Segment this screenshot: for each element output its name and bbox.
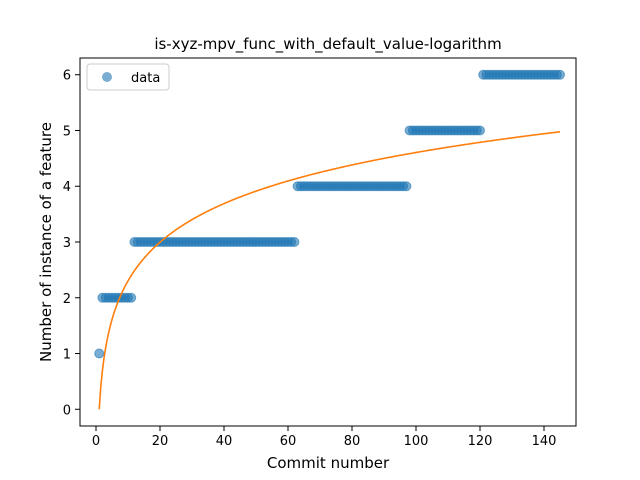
data-point <box>402 182 411 191</box>
y-tick-label: 0 <box>63 403 71 418</box>
data-point <box>127 293 136 302</box>
x-tick-label: 100 <box>404 434 429 449</box>
legend-marker <box>102 72 112 82</box>
y-tick-label: 5 <box>63 124 71 139</box>
x-tick-label: 60 <box>280 434 297 449</box>
data-point <box>95 349 104 358</box>
x-axis-label: Commit number <box>267 454 390 472</box>
x-tick-label: 120 <box>468 434 493 449</box>
x-tick-label: 0 <box>92 434 100 449</box>
x-tick-label: 20 <box>152 434 169 449</box>
y-axis-label: Number of instance of a feature <box>37 122 55 362</box>
x-tick-label: 40 <box>216 434 233 449</box>
chart-title: is-xyz-mpv_func_with_default_value-logar… <box>154 35 501 54</box>
y-tick-label: 6 <box>63 69 71 84</box>
legend-label-data: data <box>131 71 160 86</box>
y-tick-label: 2 <box>63 292 71 307</box>
legend: data <box>87 64 169 90</box>
x-tick-label: 80 <box>344 434 361 449</box>
data-point <box>476 126 485 135</box>
data-point <box>556 70 565 79</box>
x-tick-label: 140 <box>532 434 557 449</box>
data-point <box>290 238 299 247</box>
y-tick-label: 1 <box>63 348 71 363</box>
y-tick-label: 4 <box>63 180 71 195</box>
y-tick-label: 3 <box>63 236 71 251</box>
